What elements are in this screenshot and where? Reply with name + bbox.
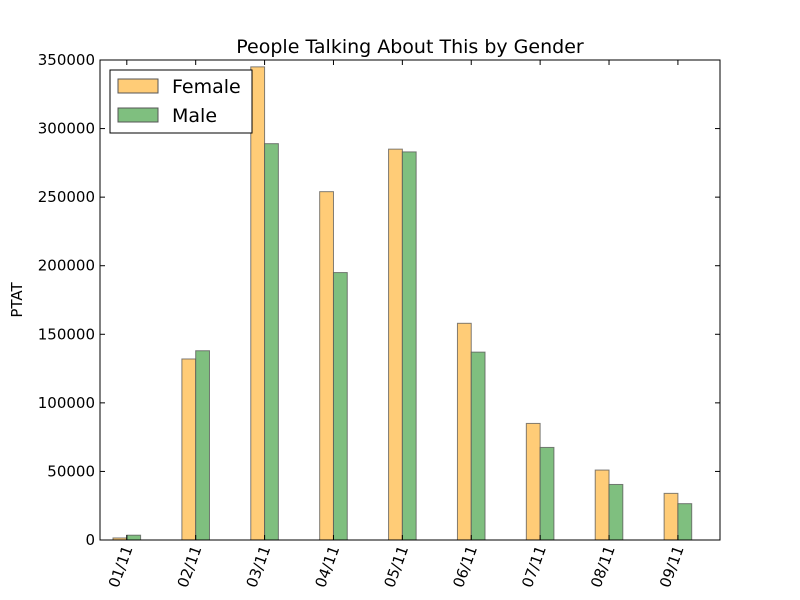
- bar-female-08-11: [594, 469, 610, 541]
- x-tick-label: 08/11: [587, 543, 619, 590]
- x-tick-label: 01/11: [105, 543, 137, 590]
- chart-title: People Talking About This by Gender: [236, 36, 584, 58]
- y-tick-label: 350000: [38, 51, 95, 69]
- x-tick-label: 04/11: [312, 543, 344, 590]
- y-tick-label: 300000: [38, 120, 95, 138]
- legend: Female Male: [109, 69, 253, 134]
- legend-label-male: Male: [172, 105, 217, 127]
- y-tick-label: 250000: [38, 188, 95, 206]
- plot-frame: [99, 59, 721, 541]
- bar-male-01-11: [126, 534, 142, 541]
- y-tick-label: 100000: [38, 394, 95, 412]
- x-tick-label: 09/11: [656, 543, 688, 590]
- legend-swatch-female: [117, 78, 159, 94]
- bar-female-07-11: [525, 422, 541, 541]
- bar-male-07-11: [539, 446, 555, 541]
- bar-female-04-11: [319, 191, 334, 541]
- bar-male-02-11: [195, 350, 210, 541]
- bar-male-08-11: [608, 483, 624, 541]
- x-tick-label: 06/11: [449, 543, 481, 590]
- x-tick-label: 07/11: [518, 543, 550, 590]
- y-tick-label: 50000: [47, 462, 95, 480]
- x-tick-label: 05/11: [380, 543, 412, 590]
- y-tick-label: 0: [85, 531, 95, 549]
- x-tick-label: 03/11: [243, 543, 275, 590]
- bar-female-09-11: [663, 492, 679, 541]
- bar-female-02-11: [181, 358, 197, 541]
- legend-label-female: Female: [172, 76, 241, 98]
- bar-male-09-11: [677, 503, 693, 541]
- bar-male-03-11: [264, 143, 279, 541]
- bar-female-03-11: [250, 66, 266, 541]
- y-axis-label: PTAT: [8, 282, 26, 318]
- y-tick-label: 150000: [38, 325, 95, 343]
- legend-swatch-male: [117, 107, 159, 123]
- bar-female-06-11: [456, 322, 472, 541]
- bar-male-05-11: [401, 151, 417, 541]
- x-tick-label: 02/11: [174, 543, 206, 590]
- y-tick-label: 200000: [38, 257, 95, 275]
- bars-group: [112, 66, 693, 541]
- bar-female-05-11: [388, 148, 403, 541]
- bar-male-06-11: [470, 351, 486, 541]
- bar-male-04-11: [332, 272, 348, 541]
